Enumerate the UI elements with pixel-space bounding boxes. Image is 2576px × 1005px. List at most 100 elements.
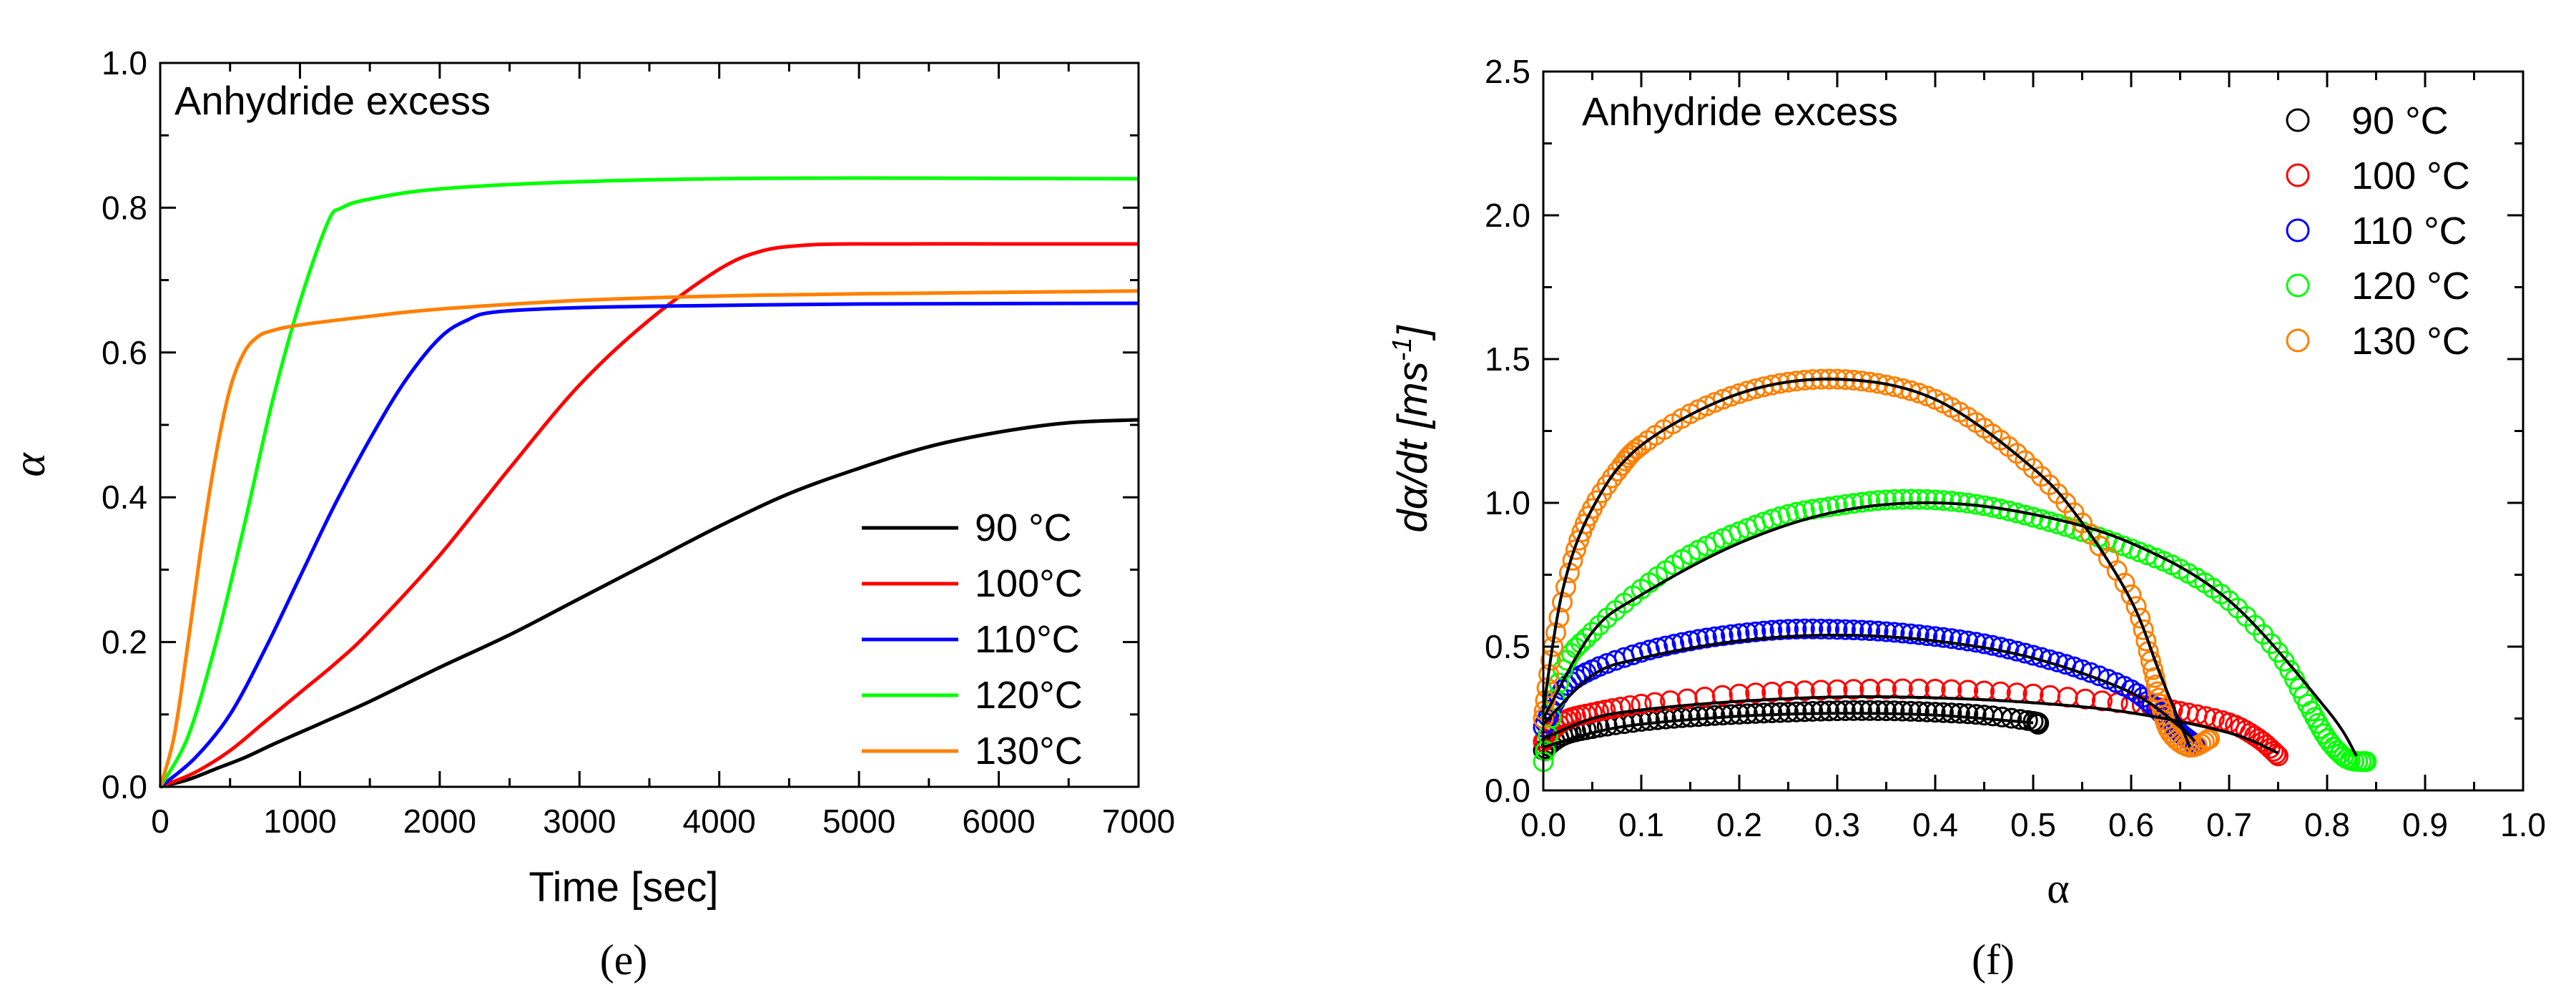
x-tick-label: 0.7 bbox=[2206, 806, 2252, 843]
f-marker-2-40 bbox=[1810, 618, 1832, 639]
f-marker-1-23 bbox=[1711, 685, 1733, 706]
f-marker-2-61 bbox=[1982, 634, 2003, 656]
f-marker-0-53 bbox=[1917, 701, 1938, 722]
e-series-line-2 bbox=[159, 301, 1139, 788]
f-marker-2-35 bbox=[1769, 619, 1791, 640]
f-y-axis-label: dα/dt [ms-1] bbox=[1387, 324, 1436, 532]
y-tick-label: 0.6 bbox=[102, 334, 147, 371]
f-marker-4-90 bbox=[2120, 584, 2142, 606]
f-legend-marker-0 bbox=[2286, 108, 2310, 132]
f-marker-4-23 bbox=[1606, 461, 1628, 482]
f-marker-3-55 bbox=[1932, 490, 1954, 511]
f-marker-3-10 bbox=[1570, 632, 1591, 654]
f-marker-2-58 bbox=[1957, 630, 1979, 652]
f-marker-2-20 bbox=[1647, 637, 1668, 659]
e-legend-label-4: 130°C bbox=[975, 730, 1083, 773]
f-marker-0-50 bbox=[1892, 700, 1913, 722]
f-fit-90-line bbox=[1543, 712, 2034, 749]
f-marker-2-42 bbox=[1827, 619, 1848, 640]
f-y-axis-label-sup: -1 bbox=[1387, 337, 1417, 361]
f-marker-1-27 bbox=[1778, 681, 1799, 702]
x-tick-label: 0.2 bbox=[1716, 806, 1762, 843]
x-tick-label: 1000 bbox=[263, 803, 336, 840]
e-series-line-1 bbox=[159, 242, 1139, 789]
f-marker-2-28 bbox=[1712, 625, 1734, 647]
f-marker-3-13 bbox=[1588, 614, 1610, 636]
f-marker-4-46 bbox=[1761, 374, 1783, 396]
f-marker-0-37 bbox=[1786, 701, 1807, 722]
f-marker-1-32 bbox=[1859, 678, 1881, 700]
f-marker-2-50 bbox=[1892, 622, 1913, 644]
f-marker-1-19 bbox=[1644, 692, 1666, 713]
f-marker-2-24 bbox=[1680, 630, 1701, 652]
f-marker-4-44 bbox=[1745, 378, 1766, 399]
f-marker-2-45 bbox=[1851, 619, 1872, 641]
f-marker-0-25 bbox=[1688, 706, 1709, 727]
f-marker-0-63 bbox=[2001, 707, 2022, 729]
f-marker-2-79 bbox=[2127, 683, 2148, 704]
f-marker-1-43 bbox=[2040, 685, 2061, 706]
f-marker-2-44 bbox=[1843, 619, 1864, 641]
f-marker-0-41 bbox=[1819, 700, 1840, 722]
f-marker-1-70 bbox=[2263, 740, 2284, 762]
f-marker-2-36 bbox=[1778, 619, 1799, 640]
f-marker-2-46 bbox=[1859, 620, 1881, 642]
f-marker-3-50 bbox=[1892, 489, 1913, 510]
f-marker-0-34 bbox=[1761, 702, 1783, 723]
f-marker-4-30 bbox=[1631, 435, 1652, 456]
f-marker-2-30 bbox=[1729, 623, 1750, 644]
f-marker-3-48 bbox=[1876, 489, 1897, 511]
f-marker-2-33 bbox=[1753, 620, 1774, 642]
f-marker-1-29 bbox=[1810, 680, 1832, 701]
f-marker-0-45 bbox=[1851, 700, 1872, 721]
f-fit-130-line bbox=[1542, 377, 2192, 748]
f-marker-3-44 bbox=[1843, 493, 1864, 514]
f-marker-3-52 bbox=[1908, 489, 1929, 510]
x-tick-label: 0 bbox=[151, 803, 169, 840]
f-annotation: Anhydride excess bbox=[1582, 89, 1898, 134]
f-marker-1-16 bbox=[1610, 697, 1631, 718]
x-tick-label: 0.0 bbox=[1520, 806, 1566, 843]
f-marker-2-51 bbox=[1900, 623, 1922, 644]
e-series-line-4 bbox=[158, 289, 1139, 788]
f-marker-1-28 bbox=[1794, 680, 1815, 702]
f-marker-0-51 bbox=[1900, 700, 1922, 722]
f-marker-2-47 bbox=[1867, 620, 1889, 642]
f-marker-0-29 bbox=[1721, 704, 1742, 725]
panel-e: 0 1000 2000 3000 4000 5000 6000 7000 0.0 0.2 0.4 0.… bbox=[4, 44, 1175, 984]
f-marker-0-32 bbox=[1745, 702, 1766, 724]
f-marker-4-13 bbox=[1565, 539, 1586, 560]
y-tick-label: 1.0 bbox=[102, 44, 147, 82]
f-legend-label-1: 100 °C bbox=[2351, 155, 2470, 197]
x-tick-label: 5000 bbox=[822, 803, 895, 840]
f-marker-2-59 bbox=[1965, 632, 1987, 653]
f-legend-label-0: 90 °C bbox=[2351, 99, 2449, 142]
f-marker-3-46 bbox=[1859, 491, 1881, 512]
f-marker-3-56 bbox=[1941, 491, 1962, 512]
f-marker-2-37 bbox=[1786, 619, 1807, 639]
e-legend-label-3: 120°C bbox=[975, 674, 1083, 717]
f-legend-marker-1 bbox=[2286, 163, 2310, 187]
f-marker-1-18 bbox=[1631, 693, 1652, 715]
f-marker-2-22 bbox=[1663, 634, 1685, 655]
f-marker-0-31 bbox=[1736, 703, 1758, 725]
e-legend-label-1: 100°C bbox=[975, 562, 1083, 605]
f-panel-label: (f) bbox=[1972, 936, 2015, 984]
f-marker-3-53 bbox=[1917, 489, 1938, 510]
e-x-axis-label: Time [sec] bbox=[529, 864, 718, 911]
f-marker-0-54 bbox=[1924, 702, 1946, 723]
f-legend-marker-3 bbox=[2286, 273, 2310, 298]
f-legend-marker-4 bbox=[2286, 328, 2310, 353]
x-tick-label: 4000 bbox=[683, 803, 756, 840]
f-legend-label-4: 130 °C bbox=[2351, 320, 2470, 363]
f-marker-3-54 bbox=[1924, 489, 1946, 511]
f-marker-0-40 bbox=[1810, 700, 1832, 722]
f-axes: 0.0 0.1 0.2 0.3 0.4 0.5 0.6 0.7 0.8 0.9 1.0 0.0 0.5 1… bbox=[1485, 53, 2546, 843]
f-marker-4-91 bbox=[2125, 596, 2147, 617]
f-marker-2-43 bbox=[1834, 619, 1856, 640]
f-marker-3-120 bbox=[2356, 751, 2377, 773]
f-marker-4-92 bbox=[2130, 607, 2151, 629]
f-marker-0-56 bbox=[1941, 702, 1962, 724]
f-marker-2-26 bbox=[1696, 627, 1717, 649]
f-marker-4-93 bbox=[2133, 619, 2154, 640]
